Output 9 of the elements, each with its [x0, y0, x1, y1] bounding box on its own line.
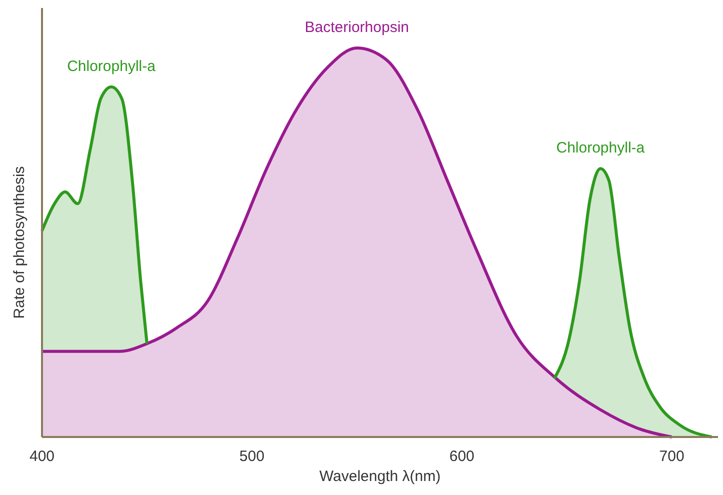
series-label: Chlorophyll-a [556, 140, 646, 157]
x-tick-label: 700 [659, 448, 684, 465]
series-label: Bacteriorhopsin [304, 19, 410, 36]
x-tick-label: 500 [239, 448, 264, 465]
x-tick-label: 600 [449, 448, 474, 465]
y-axis-title: Rate of photosynthesis [11, 166, 28, 319]
x-tick-label: 400 [29, 448, 55, 465]
series-label: Chlorophyll-a [67, 58, 156, 75]
x-axis-title: Wavelength λ(nm) [319, 468, 441, 485]
